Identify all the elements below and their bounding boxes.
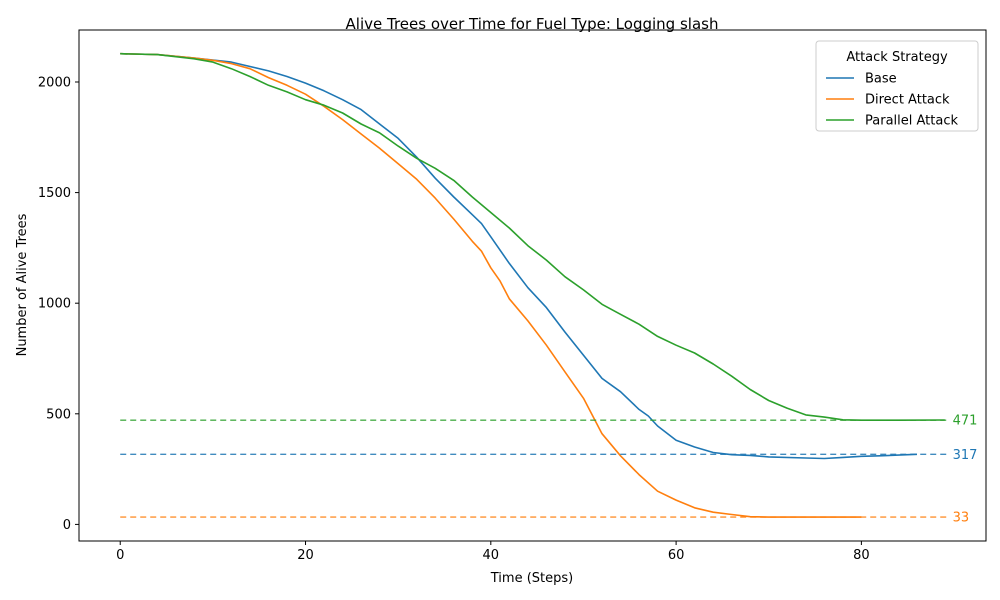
y-axis-label: Number of Alive Trees (15, 213, 30, 356)
x-tick-label: 60 (668, 548, 685, 563)
x-tick-label: 40 (483, 548, 500, 563)
chart-title: Alive Trees over Time for Fuel Type: Log… (346, 15, 719, 33)
final-value-label-parallel-attack: 471 (953, 414, 978, 429)
legend-items: Base Direct Attack Parallel Attack (826, 72, 958, 129)
x-tick-label: 0 (116, 548, 124, 563)
plot-frame (78, 29, 987, 542)
legend-title: Attack Strategy (846, 50, 948, 65)
y-tick-label: 500 (46, 407, 71, 422)
series-line-base (120, 52, 918, 460)
series-line-direct-attack (120, 52, 862, 518)
series-line-parallel-attack (120, 52, 945, 421)
x-axis-label: Time (Steps) (490, 571, 573, 586)
final-value-label-base: 317 (953, 448, 978, 463)
final-value-label-direct-attack: 33 (953, 511, 970, 526)
legend: Attack Strategy Base Direct Attack Paralle… (815, 40, 979, 132)
y-tick-label: 0 (63, 518, 71, 533)
x-tick-label: 20 (297, 548, 314, 563)
y-tick-label: 1000 (38, 297, 71, 312)
legend-label-direct-attack: Direct Attack (865, 93, 950, 108)
y-axis: 0 500 1000 1500 2000 (38, 75, 79, 533)
y-tick-label: 2000 (38, 75, 71, 90)
legend-box (815, 40, 979, 132)
final-value-lines: 317 33 471 (120, 414, 977, 526)
legend-label-base: Base (865, 72, 897, 87)
legend-label-parallel-attack: Parallel Attack (865, 114, 958, 129)
plot-lines (120, 52, 945, 518)
x-axis: 0 20 40 60 80 (116, 541, 870, 563)
y-tick-label: 1500 (38, 186, 71, 201)
x-tick-label: 80 (853, 548, 870, 563)
